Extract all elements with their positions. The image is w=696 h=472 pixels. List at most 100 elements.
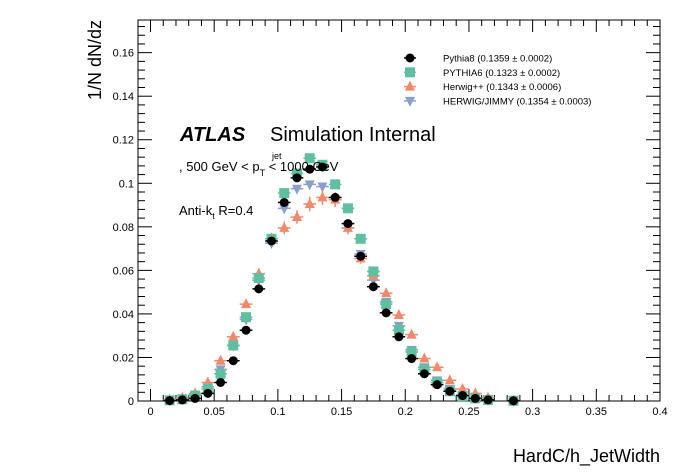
data-point bbox=[356, 251, 366, 261]
data-point bbox=[291, 211, 302, 222]
x-tick-label: 0.2 bbox=[398, 406, 413, 418]
series-square bbox=[163, 153, 520, 406]
data-point bbox=[241, 298, 252, 309]
data-point bbox=[317, 182, 328, 193]
legend-marker bbox=[405, 96, 415, 107]
data-point bbox=[279, 197, 289, 207]
y-tick-label: 0.06 bbox=[113, 265, 134, 277]
data-points bbox=[163, 153, 520, 407]
selection-sup: jet bbox=[271, 151, 282, 161]
atlas-sublabel: Simulation Internal bbox=[270, 124, 436, 146]
y-tick-label: 0.04 bbox=[113, 309, 134, 321]
x-axis-title: HardC/h_JetWidth bbox=[513, 446, 660, 467]
data-point bbox=[267, 236, 277, 246]
data-point bbox=[407, 354, 417, 364]
data-point bbox=[343, 219, 353, 229]
y-tick-label: 0.1 bbox=[119, 178, 134, 190]
jet-algo-suffix: R=0.4 bbox=[215, 203, 254, 218]
data-point bbox=[177, 395, 187, 405]
data-point bbox=[304, 180, 315, 191]
data-point bbox=[470, 393, 480, 403]
legend-marker bbox=[405, 53, 415, 63]
data-point bbox=[215, 354, 226, 365]
data-point bbox=[483, 395, 493, 405]
data-point bbox=[394, 332, 404, 342]
data-point bbox=[215, 368, 226, 379]
legend: Pythia8 (0.1359 ± 0.0002) PYTHIA6 (0.1323… bbox=[404, 53, 591, 107]
x-tick-label: 0.25 bbox=[458, 406, 479, 418]
x-tick-label: 0.35 bbox=[586, 406, 607, 418]
series-circle bbox=[163, 162, 520, 406]
data-point bbox=[292, 173, 302, 183]
jet-algo-sub: t bbox=[212, 211, 215, 221]
data-point bbox=[291, 184, 302, 195]
data-point bbox=[330, 179, 341, 190]
legend-label: Pythia8 (0.1359 ± 0.0002) bbox=[443, 54, 552, 65]
y-tick-label: 0.16 bbox=[113, 48, 134, 60]
y-tick-label: 0.12 bbox=[113, 135, 134, 147]
data-point bbox=[406, 328, 417, 339]
data-point bbox=[381, 287, 392, 298]
legend-marker bbox=[405, 67, 415, 78]
y-tick-label: 0.14 bbox=[113, 91, 134, 103]
y-tick-label: 0.08 bbox=[113, 222, 134, 234]
data-point bbox=[228, 330, 239, 341]
plot-frame bbox=[137, 19, 661, 402]
data-point bbox=[317, 162, 327, 172]
data-point bbox=[165, 396, 175, 406]
data-point bbox=[317, 191, 328, 202]
data-point bbox=[419, 352, 430, 363]
data-point bbox=[304, 153, 315, 164]
x-tick-label: 0.1 bbox=[270, 406, 285, 418]
selection-suffix: < 1000 GeV bbox=[265, 159, 339, 174]
axis-ticks: 0 0.05 0.1 0.15 0.2 0.25 0.3 0.35 0.4 0 0.02 0.04 0.… bbox=[113, 20, 668, 418]
data-point bbox=[368, 282, 378, 292]
atlas-label: ATLAS bbox=[179, 124, 246, 146]
data-point bbox=[381, 308, 391, 318]
legend-label: HERWIG/JIMMY (0.1354 ± 0.0003) bbox=[443, 96, 591, 107]
x-tick-label: 0 bbox=[147, 406, 153, 418]
data-point bbox=[355, 233, 366, 244]
data-point bbox=[279, 204, 290, 215]
data-point bbox=[228, 340, 239, 351]
data-point bbox=[509, 396, 519, 406]
data-point bbox=[393, 325, 404, 336]
data-point bbox=[419, 369, 429, 379]
x-tick-label: 0.4 bbox=[652, 406, 667, 418]
data-point bbox=[393, 309, 404, 320]
selection-sub: T bbox=[260, 168, 266, 178]
y-tick-label: 0 bbox=[128, 396, 134, 408]
data-point bbox=[445, 386, 455, 396]
data-point bbox=[368, 266, 379, 277]
legend-label: Herwig++ (0.1343 ± 0.0006) bbox=[443, 82, 561, 93]
data-point bbox=[279, 188, 290, 199]
data-point bbox=[406, 347, 417, 358]
data-point bbox=[253, 272, 264, 283]
data-point bbox=[305, 164, 315, 174]
x-tick-label: 0.3 bbox=[525, 406, 540, 418]
data-point bbox=[381, 299, 392, 310]
x-tick-label: 0.05 bbox=[203, 406, 224, 418]
data-point bbox=[190, 393, 200, 403]
data-point bbox=[202, 376, 213, 387]
selection-label: , 500 GeV < pT < 1000 GeV bbox=[179, 159, 339, 178]
data-point bbox=[457, 383, 468, 394]
data-point bbox=[241, 312, 252, 323]
data-point bbox=[203, 388, 213, 398]
data-point bbox=[216, 377, 226, 387]
x-tick-label: 0.15 bbox=[331, 406, 352, 418]
data-point bbox=[279, 221, 290, 232]
y-tick-label: 0.02 bbox=[113, 352, 134, 364]
jet-algo-prefix: Anti-k bbox=[179, 203, 213, 218]
data-point bbox=[432, 361, 443, 372]
legend-marker bbox=[405, 80, 415, 91]
data-point bbox=[254, 284, 264, 294]
selection-prefix: , 500 GeV < p bbox=[179, 159, 260, 174]
legend-label: PYTHIA6 (0.1323 ± 0.0002) bbox=[443, 68, 560, 79]
data-point bbox=[432, 380, 442, 390]
data-point bbox=[304, 197, 315, 208]
data-point bbox=[241, 325, 251, 335]
data-point bbox=[342, 203, 353, 214]
jet-algo-label: Anti-kt R=0.4 bbox=[179, 203, 253, 221]
